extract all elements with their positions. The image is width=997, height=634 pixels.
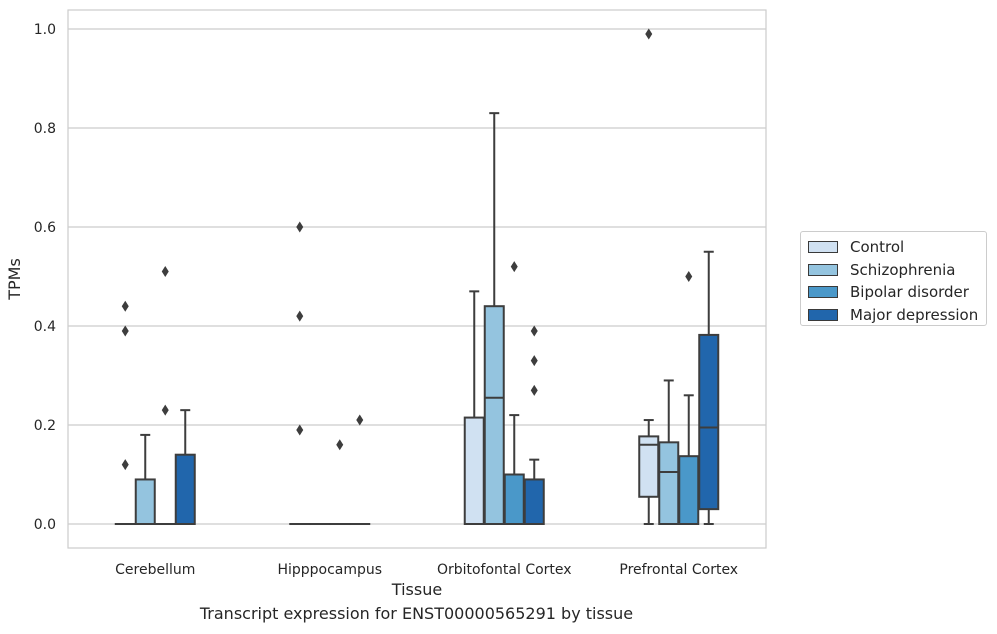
legend-swatch — [808, 308, 838, 321]
box-plots — [114, 28, 720, 526]
box-major-depression — [349, 414, 371, 526]
outlier-point — [121, 459, 129, 471]
legend-label: Control — [850, 238, 905, 257]
box-body — [503, 473, 525, 525]
x-axis-label: Tissue — [391, 580, 442, 599]
outlier-point — [336, 439, 344, 451]
box-body — [523, 478, 545, 526]
outlier-point — [530, 384, 538, 396]
y-tick-label: 0.0 — [34, 517, 56, 533]
outlier-point — [356, 414, 364, 426]
y-tick-labels: 0.0 0.2 0.4 0.6 0.8 1.0 — [34, 22, 56, 533]
y-tick-label: 0.4 — [34, 319, 56, 335]
y-tick-label: 1.0 — [34, 22, 56, 38]
outlier-point — [121, 300, 129, 312]
outlier-point — [645, 28, 653, 40]
legend-label: Bipolar disorder — [850, 283, 969, 302]
box-bipolar-disorder — [678, 271, 700, 525]
x-tick-label: Hipppocampus — [277, 562, 382, 578]
box-schizophrenia — [483, 112, 505, 526]
outlier-point — [296, 221, 304, 233]
box-schizophrenia — [134, 433, 156, 526]
legend-item: Control — [808, 236, 986, 259]
box-body — [134, 478, 156, 526]
box-major-depression — [698, 250, 720, 525]
box-body — [698, 333, 720, 511]
box-body — [174, 453, 196, 526]
outlier-point — [161, 266, 169, 278]
outlier-point — [510, 261, 518, 273]
x-tick-label: Prefrontal Cortex — [619, 562, 738, 578]
y-axis-label: TPMs — [5, 258, 24, 301]
legend-item: Major depression — [808, 304, 986, 327]
legend-swatch — [808, 286, 838, 299]
box-control — [463, 290, 485, 526]
legend-label: Major depression — [850, 305, 979, 324]
x-tick-label: Orbitofontal Cortex — [437, 562, 572, 578]
box-body — [483, 305, 505, 526]
y-tick-label: 0.2 — [34, 418, 56, 434]
box-control — [289, 221, 311, 526]
box-bipolar-disorder — [503, 261, 525, 525]
chart-title: Transcript expression for ENST0000056529… — [199, 604, 634, 623]
box-control — [114, 300, 136, 526]
y-tick-label: 0.8 — [34, 121, 56, 137]
box-body — [658, 441, 680, 526]
outlier-point — [161, 404, 169, 416]
outlier-point — [530, 355, 538, 367]
box-major-depression — [523, 325, 545, 526]
box-bipolar-disorder — [154, 266, 176, 526]
legend: Control Schizophrenia Bipolar disorder Majo… — [800, 231, 987, 326]
legend-item: Bipolar disorder — [808, 281, 986, 304]
outlier-point — [530, 325, 538, 337]
box-body — [463, 416, 485, 526]
box-major-depression — [174, 409, 196, 526]
y-tick-label: 0.6 — [34, 220, 56, 236]
legend-item: Schizophrenia — [808, 259, 986, 282]
legend-swatch — [808, 263, 838, 276]
legend-swatch — [808, 241, 838, 254]
outlier-point — [296, 310, 304, 322]
box-body — [678, 455, 700, 525]
outlier-point — [685, 271, 693, 282]
legend-label: Schizophrenia — [850, 260, 956, 279]
outlier-point — [296, 424, 304, 436]
x-tick-label: Cerebellum — [115, 562, 195, 578]
x-tick-labels: Cerebellum Hipppocampus Orbitofontal Corte… — [115, 562, 738, 578]
outlier-point — [121, 325, 129, 337]
